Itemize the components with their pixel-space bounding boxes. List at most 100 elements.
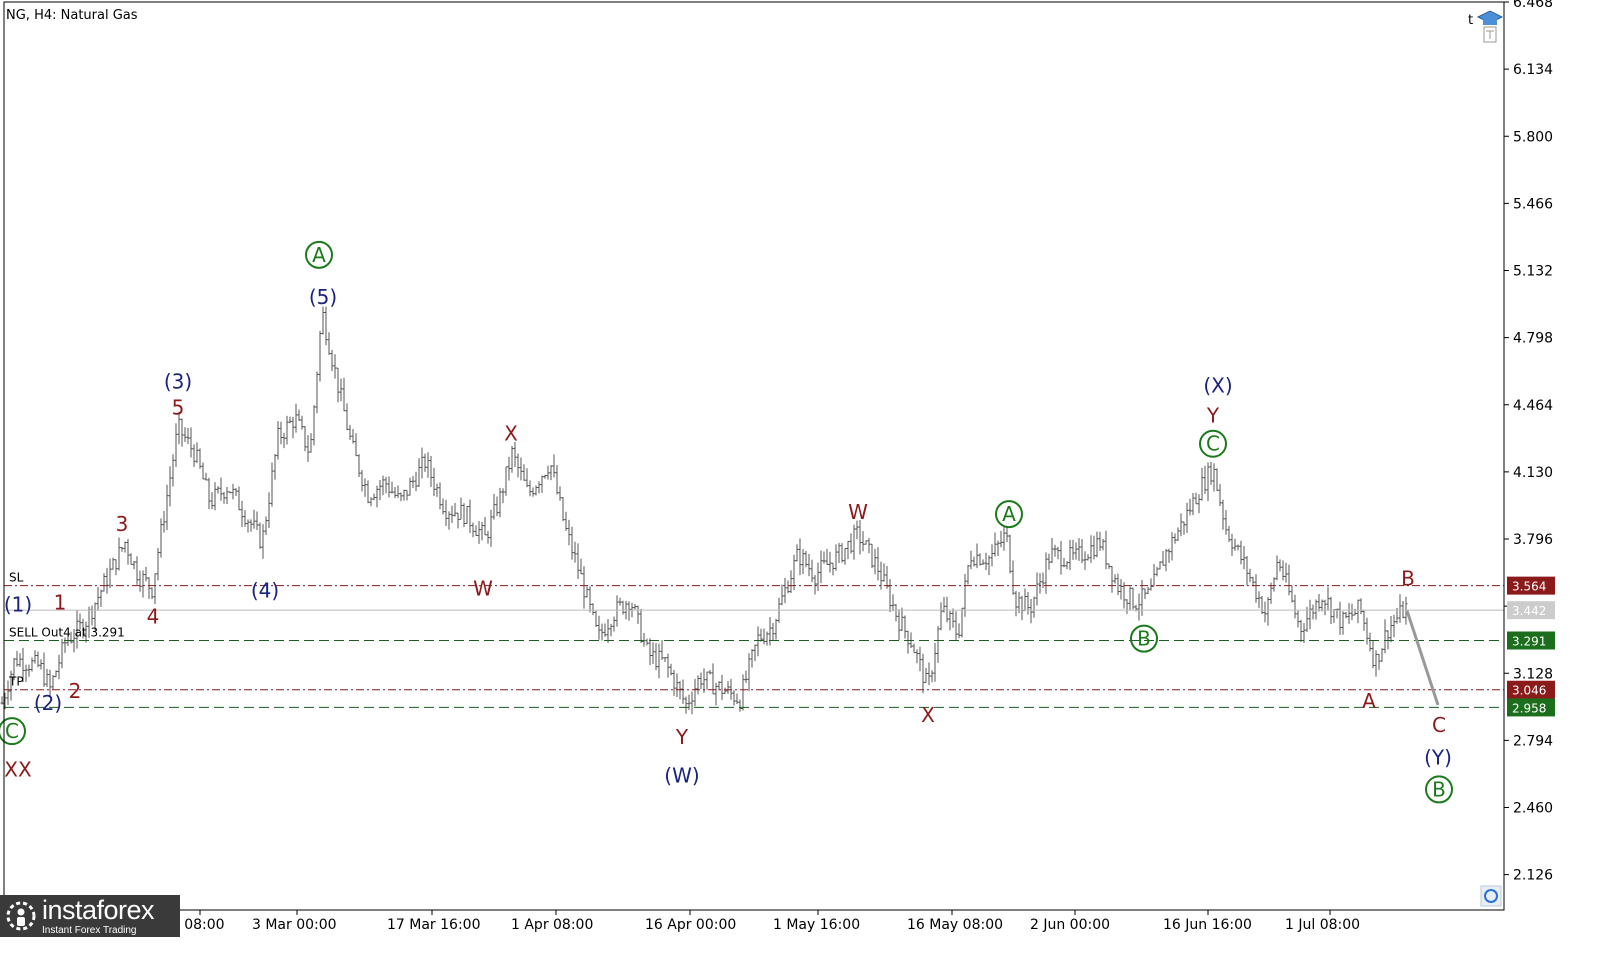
candle-bar [873,548,877,575]
candle-bar [969,550,973,570]
candle-bar [354,433,358,457]
candle-bar [684,696,688,714]
candle-bar [408,477,412,496]
candle-bar [81,618,85,639]
candle-bar [834,544,838,571]
wave-text: A [1002,502,1016,526]
candle-bar [717,681,721,691]
candle-bar [477,521,481,544]
candle-bar [1230,533,1234,556]
candle-bar [576,543,580,580]
template-t-icon[interactable] [1483,26,1497,43]
candle-bar [1221,499,1225,530]
logo-brand: instaforex [42,894,155,925]
candle-bar [573,541,577,563]
candle-bar [1245,555,1249,586]
candle-bar [294,403,298,433]
candle-bar [498,487,502,518]
candle-bar [1059,541,1063,575]
candle-bar [987,555,991,576]
candle-bar [600,623,604,641]
graduation-cap-icon[interactable] [1476,10,1504,25]
candle-bar [801,549,805,575]
candle-bar [1068,539,1072,571]
candle-bar [1158,561,1162,570]
candle-bar [1383,619,1387,654]
candle-bar [876,547,880,581]
candle-bar [1056,546,1060,560]
wave-text: X [504,422,518,446]
candle-bar [306,435,310,462]
candle-bar [237,486,241,511]
candle-bar [54,670,58,678]
wave-circle [1199,429,1227,458]
candle-bar [1338,601,1342,635]
candle-bar [180,418,184,447]
candle-bar [1320,599,1324,612]
candle-bar [1404,596,1408,625]
candle-bar [210,492,214,510]
x-tick-label: 1 Jul 08:00 [1285,917,1360,933]
candle-bar [1215,468,1219,491]
candle-bar [1212,463,1216,492]
candle-bar [648,638,652,666]
candle-bar [1011,560,1015,595]
candle-bar [972,556,976,567]
candle-bar [831,562,835,576]
candle-bar [1146,586,1150,595]
instaforex-logo: instaforex Instant Forex Trading [0,895,180,937]
candle-bar [582,566,586,609]
candle-bar [858,519,862,555]
y-tick-label: 4.464 [1513,398,1553,414]
candle-bar [393,487,397,499]
candle-bar [369,497,373,507]
wave-text: X [921,703,935,727]
corner-tools[interactable]: t [1464,8,1504,48]
candle-bar [741,674,745,711]
candle-bar [609,623,613,637]
wave-text: Y [675,725,689,749]
candle-bar [513,441,517,468]
candle-bar [1038,573,1042,594]
candle-bar [705,671,709,690]
wave-text: 4 [147,605,160,629]
candle-bar [144,566,148,582]
candle-bar [270,462,274,507]
candle-bar [216,486,220,494]
candle-bar [471,522,475,538]
candle-bar [165,484,169,531]
chart-settings-icon[interactable] [1480,885,1502,911]
candle-bar [870,543,874,569]
wave-text: A [312,243,326,267]
candle-bar [1278,559,1282,572]
candle-bar [1029,599,1033,624]
candle-bar [315,371,319,414]
candle-bar [342,377,346,412]
price-tag-bg [1507,576,1555,595]
wave-label: XX [4,757,32,781]
candle-bar [714,682,718,706]
candle-bar [246,519,250,533]
candle-bar [864,540,868,545]
wave-label: C [1432,713,1446,737]
candle-bar [816,562,820,591]
candle-bar [867,537,871,554]
candle-bar [693,678,697,707]
candle-bar [108,558,112,589]
candle-bar [84,621,88,643]
wave-label: B [1425,775,1453,804]
candle-bar [813,574,817,595]
candle-bar [381,475,385,496]
wave-labels: (1) 12(2)CXX345(3)(4)(5)AXWY(W)WXAB(X)YCB… [0,240,1453,804]
candle-bar [882,563,886,582]
wave-text: C [1206,432,1220,456]
x-tick-label: 17 Mar 16:00 [387,917,480,933]
wave-label: 5 [172,396,185,420]
candle-bar [750,649,754,668]
candle-bar [711,663,715,695]
candle-bar [384,476,388,494]
candle-bar [543,474,547,479]
candle-bar [525,468,529,488]
candle-bar [954,611,958,641]
